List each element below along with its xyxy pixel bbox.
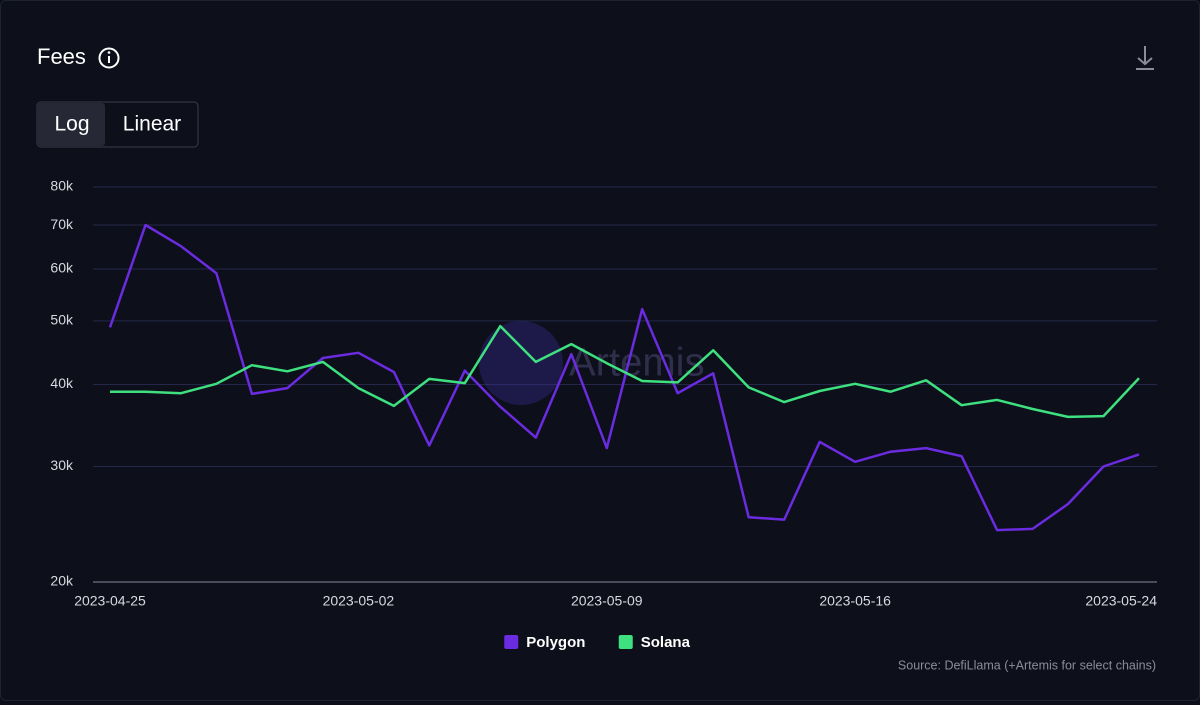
x-tick-label: 2023-05-24 bbox=[1085, 593, 1157, 609]
y-tick-label: 70k bbox=[50, 216, 74, 232]
scale-toggle bbox=[36, 101, 199, 148]
watermark: Artemis bbox=[479, 321, 705, 405]
scale-active-bg bbox=[38, 103, 105, 146]
scale-button[interactable]: Linear bbox=[123, 113, 181, 136]
series-line bbox=[108, 223, 1140, 532]
legend-label: Solana bbox=[641, 634, 691, 651]
download-button[interactable] bbox=[1136, 46, 1154, 70]
x-tick-label: 2023-04-25 bbox=[74, 593, 146, 609]
y-tick-label: 80k bbox=[50, 178, 74, 194]
y-tick-label: 30k bbox=[50, 457, 74, 473]
x-tick-label: 2023-05-02 bbox=[323, 593, 395, 609]
x-tick-label: 2023-05-09 bbox=[571, 593, 643, 609]
grid bbox=[93, 186, 1157, 583]
legend-swatch bbox=[504, 635, 519, 649]
legend-swatch bbox=[618, 635, 633, 649]
scale-button[interactable]: Log bbox=[54, 113, 89, 136]
info-icon bbox=[98, 47, 120, 69]
chart-title: Fees bbox=[37, 44, 86, 69]
series-line bbox=[110, 324, 1140, 419]
y-tick-label: 50k bbox=[50, 312, 74, 328]
x-tick-label: 2023-05-16 bbox=[819, 593, 891, 609]
y-tick-label: 40k bbox=[50, 375, 74, 391]
y-tick-label: 20k bbox=[50, 573, 74, 589]
y-tick-label: 60k bbox=[50, 260, 74, 276]
source-note: Source: DefiLlama (+Artemis for select c… bbox=[898, 658, 1156, 672]
legend-label: Polygon bbox=[526, 634, 585, 651]
